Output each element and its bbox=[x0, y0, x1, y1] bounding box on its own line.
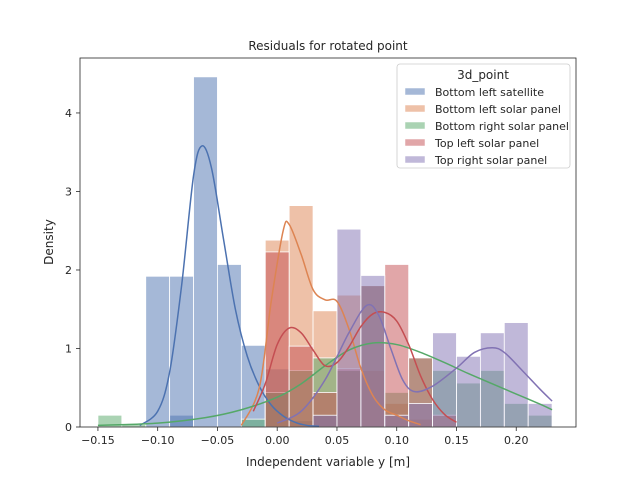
legend-swatch-bottom-right-solar-panel bbox=[404, 121, 426, 130]
kde-line-bottom-left-solar-panel bbox=[240, 220, 421, 426]
kde-line-top-right-solar-panel bbox=[276, 303, 553, 424]
legend-label-top-left-solar-panel: Top left solar panel bbox=[434, 137, 539, 150]
bar-top-right-solar-panel-4 bbox=[408, 403, 433, 428]
legend-box bbox=[396, 63, 571, 169]
kde-line-bottom-right-solar-panel bbox=[97, 341, 553, 427]
x-tick-label: 0.20 bbox=[504, 434, 529, 447]
bar-top-right-solar-panel-5 bbox=[432, 332, 457, 428]
bar-top-right-solar-panel-3 bbox=[384, 414, 410, 428]
y-tick-label: 4 bbox=[65, 107, 72, 120]
plot-frame bbox=[79, 57, 577, 428]
bar-top-right-solar-panel-6 bbox=[456, 355, 481, 428]
x-tick-label: 0.15 bbox=[444, 434, 469, 447]
y-tick-label: 0 bbox=[65, 421, 72, 434]
bar-bottom-left-satellite-5 bbox=[240, 344, 266, 428]
legend-label-top-right-solar-panel: Top right solar panel bbox=[434, 154, 547, 167]
y-tick-label: 3 bbox=[65, 185, 72, 198]
y-tick-label: 2 bbox=[65, 264, 72, 277]
legend-label-bottom-right-solar-panel: Bottom right solar panel bbox=[435, 120, 569, 133]
legend-swatch-top-left-solar-panel bbox=[404, 138, 426, 147]
x-axis-label: Independent variable y [m] bbox=[246, 455, 410, 469]
legend-swatch-bottom-left-solar-panel bbox=[404, 104, 426, 113]
bar-top-left-solar-panel-1 bbox=[288, 345, 314, 428]
legend-items: Bottom left satellite Bottom left solar p… bbox=[404, 86, 569, 167]
chart-title: Residuals for rotated point bbox=[248, 39, 408, 53]
y-axis-label: Density bbox=[42, 219, 56, 265]
x-axis-ticks: −0.15 −0.10 −0.05 0.00 0.05 0.10 0.15 0.20 bbox=[81, 427, 528, 447]
x-tick-label: −0.10 bbox=[141, 434, 175, 447]
legend-label-bottom-left-solar-panel: Bottom left solar panel bbox=[435, 103, 561, 116]
y-axis-ticks: 0 1 2 3 4 bbox=[65, 107, 80, 434]
legend-label-bottom-left-satellite: Bottom left satellite bbox=[435, 86, 544, 99]
bar-top-left-solar-panel-5 bbox=[384, 264, 410, 428]
bar-top-right-solar-panel-0 bbox=[312, 414, 338, 428]
x-tick-label: 0.05 bbox=[325, 434, 350, 447]
bar-top-right-solar-panel-8 bbox=[503, 322, 529, 428]
legend-title: 3d_point bbox=[457, 68, 509, 82]
legend-swatch-bottom-left-satellite bbox=[404, 87, 426, 96]
bar-bottom-left-satellite-3 bbox=[193, 76, 218, 428]
bar-top-right-solar-panel-9 bbox=[527, 403, 553, 428]
x-tick-label: 0.00 bbox=[265, 434, 290, 447]
legend-swatch-top-right-solar-panel bbox=[404, 155, 426, 164]
x-tick-label: −0.15 bbox=[81, 434, 115, 447]
x-tick-label: −0.05 bbox=[201, 434, 235, 447]
bar-bottom-left-satellite-1 bbox=[145, 275, 171, 428]
y-tick-label: 1 bbox=[65, 342, 72, 355]
histogram-bars bbox=[97, 76, 553, 428]
bar-top-right-solar-panel-2 bbox=[360, 275, 386, 428]
kde-curves bbox=[97, 145, 553, 427]
bar-bottom-left-satellite-4 bbox=[217, 264, 242, 428]
kde-line-top-left-solar-panel bbox=[252, 310, 457, 423]
x-tick-label: 0.10 bbox=[384, 434, 409, 447]
